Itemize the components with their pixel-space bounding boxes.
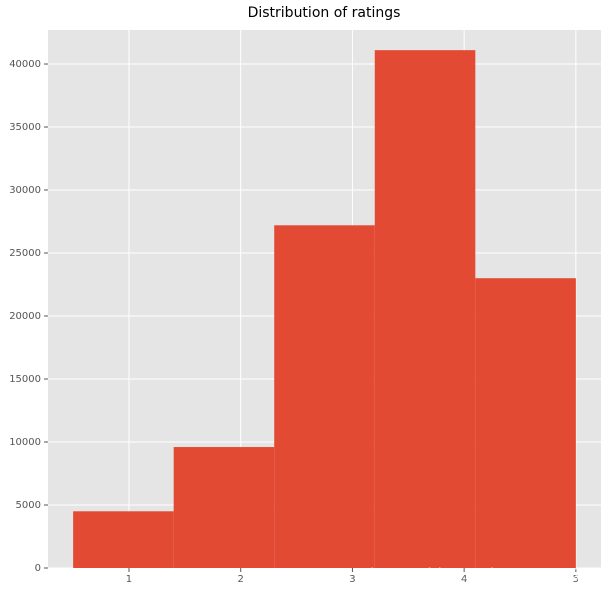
y-tick-label: 15000 <box>9 374 41 385</box>
watermark: https://blog.csdn.net/u012613403 <box>370 565 614 584</box>
y-tick-label: 30000 <box>9 185 41 196</box>
y-tick-label: 35000 <box>9 122 41 133</box>
y-tick-label: 5000 <box>16 500 41 511</box>
y-tick-label: 40000 <box>9 59 41 70</box>
bar <box>374 50 476 569</box>
y-tick-label: 0 <box>35 563 41 574</box>
bar <box>274 225 375 569</box>
x-tick-label: 3 <box>349 574 355 585</box>
x-tick-label: 4 <box>461 574 467 585</box>
y-tick-label: 20000 <box>9 311 41 322</box>
chart-title: Distribution of ratings <box>248 5 401 21</box>
bar <box>73 511 174 568</box>
bar <box>475 278 576 568</box>
x-tick-label: 2 <box>238 574 244 585</box>
x-tick-label: 5 <box>573 574 579 585</box>
y-tick-label: 10000 <box>9 437 41 448</box>
y-tick-label: 25000 <box>9 248 41 259</box>
bar <box>173 447 275 568</box>
x-tick-label: 1 <box>126 574 132 585</box>
